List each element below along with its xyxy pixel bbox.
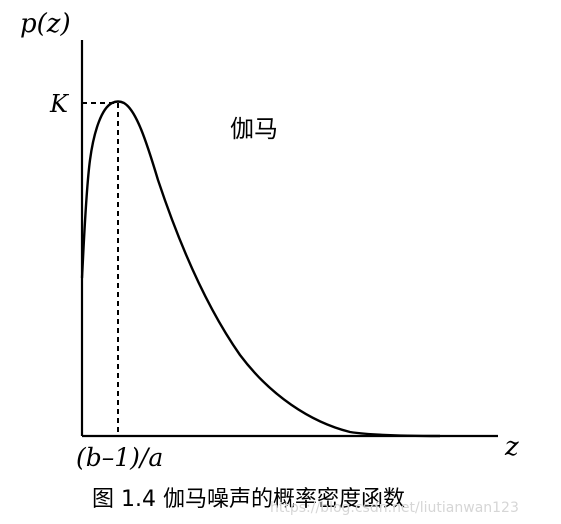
x-axis-label: z xyxy=(504,432,519,462)
peak-label: K xyxy=(49,90,70,118)
gamma-pdf-curve xyxy=(80,100,441,438)
mode-label: (b–1)/a xyxy=(76,443,163,472)
y-axis-label: p(z) xyxy=(20,9,71,39)
figure-caption: 图 1.4 伽马噪声的概率密度函数 xyxy=(92,487,405,512)
watermark-text: https://blog.csdn.net/liutianwan123 xyxy=(270,500,519,516)
curve-name-label: 伽马 xyxy=(230,115,278,143)
